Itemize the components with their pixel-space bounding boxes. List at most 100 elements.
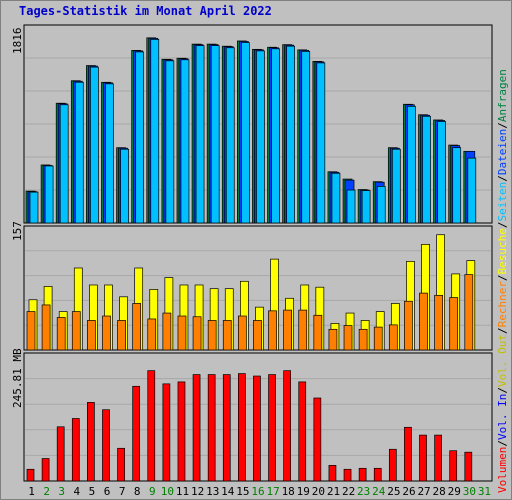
day-label: 5: [89, 485, 96, 498]
bar-rechner: [449, 297, 459, 351]
bar-volumen: [192, 374, 201, 482]
bar-volumen: [434, 434, 442, 482]
bar-volumen: [464, 451, 473, 482]
day-label: 9: [149, 485, 156, 498]
bar-seiten: [195, 45, 205, 224]
bar-seiten: [241, 42, 250, 224]
bar-rechner: [268, 310, 277, 351]
bar-volumen: [358, 467, 367, 482]
bar-volumen: [222, 374, 231, 482]
bar-seiten: [346, 189, 356, 224]
bar-seiten: [391, 148, 401, 224]
day-label: 25: [387, 485, 400, 498]
bar-seiten: [225, 47, 235, 224]
day-label: 28: [433, 485, 446, 498]
bar-volumen: [373, 467, 382, 482]
bar-rechner: [328, 328, 338, 351]
day-label: 4: [74, 485, 81, 498]
bar-rechner: [132, 303, 142, 351]
bar-rechner: [147, 318, 157, 351]
bar-seiten: [210, 45, 220, 224]
bar-volumen: [283, 370, 291, 482]
day-label: 14: [221, 485, 235, 498]
bar-rechner: [373, 326, 383, 351]
bar-rechner: [71, 311, 81, 351]
bar-seiten: [271, 48, 280, 224]
bar-volumen: [419, 434, 427, 482]
bar-volumen: [328, 465, 337, 482]
day-label: 27: [417, 485, 430, 498]
bar-seiten: [59, 104, 69, 224]
bar-rechner: [464, 274, 474, 351]
bar-seiten: [407, 105, 416, 224]
bar-rechner: [56, 317, 66, 351]
bar-rechner: [238, 315, 247, 351]
bar-seiten: [44, 165, 54, 224]
day-label: 29: [448, 485, 461, 498]
bar-rechner: [102, 315, 111, 351]
bar-seiten: [74, 81, 84, 224]
chart-title: Tages-Statistik im Monat April 2022: [19, 4, 272, 18]
bar-rechner: [26, 311, 36, 351]
bar-rechner: [298, 309, 308, 351]
bar-volumen: [26, 468, 35, 482]
bar-seiten: [180, 59, 190, 224]
bar-seiten: [301, 51, 311, 224]
bar-seiten: [361, 190, 371, 224]
bar-rechner: [434, 294, 443, 351]
bar-seiten: [150, 39, 160, 224]
bar-volumen: [147, 370, 156, 482]
bar-volumen: [41, 458, 50, 482]
bar-seiten: [422, 115, 431, 224]
day-label: 22: [342, 485, 355, 498]
day-label: 16: [251, 485, 264, 498]
day-label: 30: [463, 485, 476, 498]
bar-rechner: [419, 292, 428, 351]
day-label: 11: [176, 485, 189, 498]
bar-volumen: [132, 385, 141, 482]
bar-seiten: [452, 147, 462, 224]
bar-volumen: [404, 426, 412, 482]
bar-rechner: [283, 309, 292, 351]
bar-volumen: [207, 374, 216, 482]
bar-seiten: [256, 50, 265, 224]
day-label: 26: [402, 485, 415, 498]
day-label: 21: [327, 485, 340, 498]
bar-rechner: [41, 304, 51, 351]
day-label: 24: [372, 485, 386, 498]
bar-volumen: [238, 373, 246, 482]
bar-volumen: [313, 397, 322, 482]
bar-rechner: [192, 316, 202, 351]
bar-volumen: [388, 448, 397, 482]
bar-volumen: [268, 374, 276, 482]
day-label: 10: [161, 485, 174, 498]
bar-volumen: [449, 450, 458, 482]
day-label: 12: [191, 485, 204, 498]
day-label: 6: [104, 485, 111, 498]
bar-seiten: [437, 121, 446, 224]
bar-seiten: [105, 83, 114, 224]
bar-volumen: [117, 447, 125, 482]
bar-volumen: [253, 375, 261, 482]
bar-rechner: [358, 328, 368, 351]
bar-seiten: [467, 157, 477, 224]
bar-rechner: [313, 314, 323, 351]
bar-volumen: [343, 468, 352, 482]
day-label: 31: [478, 485, 491, 498]
bar-rechner: [222, 320, 232, 351]
bar-rechner: [177, 315, 187, 351]
bar-rechner: [162, 312, 172, 351]
day-label: 2: [43, 485, 50, 498]
bar-volumen: [298, 381, 307, 482]
bar-seiten: [135, 51, 145, 224]
bar-rechner: [87, 320, 96, 351]
day-label: 3: [58, 485, 65, 498]
bar-volumen: [177, 381, 186, 482]
day-label: 8: [134, 485, 141, 498]
day-label: 15: [236, 485, 249, 498]
bar-seiten: [29, 191, 39, 224]
bar-seiten: [376, 186, 386, 224]
bar-seiten: [286, 45, 295, 224]
